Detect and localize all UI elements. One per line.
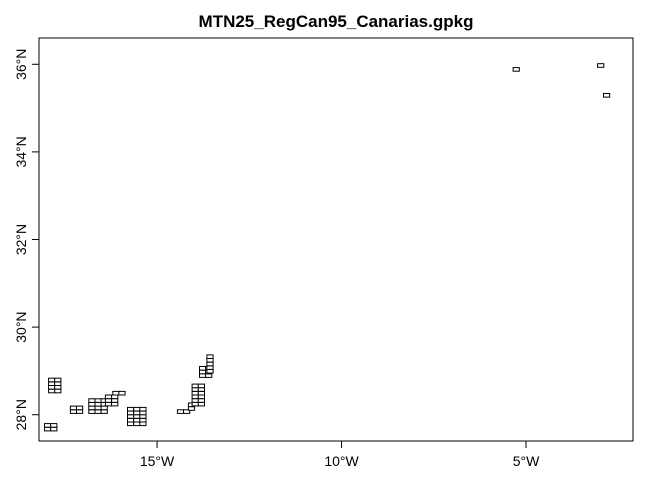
map-sheet-cell xyxy=(187,406,196,411)
map-sheet-cell xyxy=(94,402,102,407)
map-sheet-cell xyxy=(48,385,56,390)
map-sheet-cell xyxy=(199,366,207,371)
map-sheet-cell xyxy=(54,377,62,383)
map-sheet-cell xyxy=(139,410,147,416)
map-sheet-cell xyxy=(44,423,52,428)
map-sheet-cell xyxy=(48,388,56,394)
map-sheet-cell xyxy=(206,365,214,370)
map-sheet-cell xyxy=(50,423,58,428)
map-sheet-cell xyxy=(50,426,58,432)
map-sheet-cell xyxy=(88,398,96,403)
map-sheet-cell xyxy=(191,387,199,392)
map-sheet-cell xyxy=(206,354,214,359)
map-sheet-cell xyxy=(603,93,611,98)
map-sheet-cell xyxy=(197,383,206,389)
map-sheet-cell xyxy=(191,390,199,396)
map-sheet-cell xyxy=(197,398,206,403)
y-tick-label: 36°N xyxy=(13,49,29,80)
map-sheet-cell xyxy=(206,369,214,374)
map-sheet-cell xyxy=(127,410,135,416)
map-sheet-cell xyxy=(100,405,108,411)
x-tick-label: 15°W xyxy=(140,453,175,469)
map-sheet-cell xyxy=(118,390,126,396)
map-sheet-cell xyxy=(139,406,147,412)
map-sheet-cell xyxy=(183,409,191,414)
map-sheet-cell xyxy=(76,405,84,411)
map-sheet-cell xyxy=(100,409,108,414)
map-sheet-cell xyxy=(197,401,206,407)
map-sheet-cell xyxy=(139,421,147,427)
map-sheet-cell xyxy=(197,390,206,396)
map-sheet-cell xyxy=(139,414,147,419)
map-sheet-cell xyxy=(512,67,520,72)
map-sheet-cell xyxy=(127,406,135,412)
map-sheet-cell xyxy=(88,409,96,414)
map-sheet-cell xyxy=(69,409,78,414)
map-sheet-cell xyxy=(133,414,141,419)
x-tick-label: 5°W xyxy=(513,453,540,469)
map-sheet-cell xyxy=(94,398,102,403)
map-sheet-cell xyxy=(127,421,135,427)
map-sheet-cell xyxy=(104,401,113,407)
map-sheet-cell xyxy=(94,405,102,411)
x-tick-label: 10°W xyxy=(324,453,359,469)
map-sheet-cell xyxy=(76,409,84,414)
map-sheet-cell xyxy=(205,373,213,378)
map-sheet-cells xyxy=(44,63,611,432)
map-sheet-cell xyxy=(54,381,62,386)
y-tick-label: 28°N xyxy=(13,399,29,430)
map-sheet-cell xyxy=(48,381,56,386)
map-sheet-cell xyxy=(191,401,199,407)
map-sheet-cell xyxy=(54,385,62,390)
y-tick-label: 32°N xyxy=(13,224,29,255)
map-sheet-cell xyxy=(111,398,119,403)
map-sheet-cell xyxy=(111,394,119,400)
map-sheet-cell xyxy=(176,409,185,414)
map-sheet-cell xyxy=(199,369,207,375)
map-sheet-cell xyxy=(191,398,199,403)
map-sheet-cell xyxy=(69,405,78,411)
y-tick-label: 34°N xyxy=(13,136,29,167)
map-sheet-cell xyxy=(133,421,141,427)
map-sheet-cell xyxy=(44,426,52,432)
y-axis: 28°N 30°N 32°N 34°N 36°N xyxy=(13,49,40,430)
map-sheet-cell xyxy=(139,417,147,423)
plot-frame xyxy=(38,37,634,442)
map-sheet-cell xyxy=(104,394,113,400)
map-sheet-cell xyxy=(191,394,199,400)
map-sheet-cell xyxy=(88,405,96,411)
map-sheet-cell xyxy=(54,388,62,394)
map-sheet-cell xyxy=(48,377,56,383)
map-sheet-cell xyxy=(133,410,141,416)
map-sheet-cell xyxy=(127,417,135,423)
x-axis: 15°W 10°W 5°W xyxy=(140,440,540,469)
map-sheet-cell xyxy=(597,63,605,68)
map-sheet-cell xyxy=(206,358,214,363)
map-sheet-cell xyxy=(197,387,206,392)
y-tick-label: 30°N xyxy=(13,311,29,342)
map-sheet-cell xyxy=(133,406,141,412)
map-sheet-cell xyxy=(206,361,214,367)
map-sheet-cell xyxy=(197,394,206,400)
map-sheet-cell xyxy=(199,373,207,378)
map-sheet-cell xyxy=(94,409,102,414)
map-sheet-cell xyxy=(133,417,141,423)
map-sheet-cell xyxy=(127,414,135,419)
map-title: MTN25_RegCan95_Canarias.gpkg xyxy=(199,12,474,31)
map-sheet-cell xyxy=(104,398,113,403)
map-sheet-cell xyxy=(191,383,199,389)
map-sheet-cell xyxy=(112,390,120,396)
map-sheet-cell xyxy=(88,402,96,407)
map-sheet-cell xyxy=(111,401,119,407)
